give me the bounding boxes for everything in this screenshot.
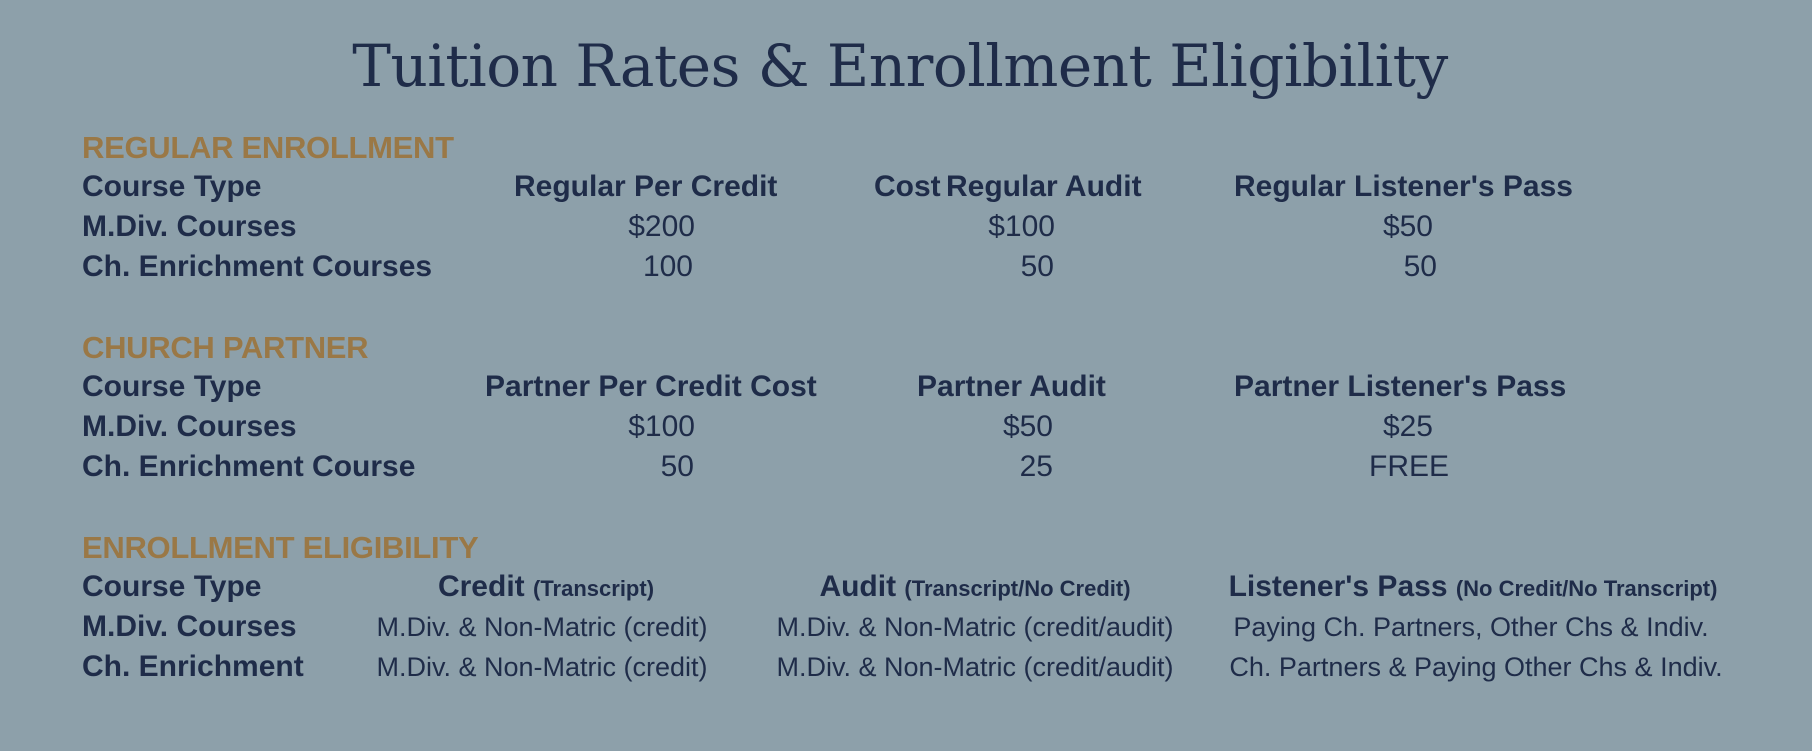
partner-section-heading: CHURCH PARTNER xyxy=(82,330,369,365)
eligibility-header-audit: Audit (Transcript/No Credit) xyxy=(819,570,1130,604)
eligibility-row-label: M.Div. Courses xyxy=(82,610,297,643)
regular-credit-value: 100 xyxy=(642,250,693,283)
eligibility-section-heading: ENROLLMENT ELIGIBILITY xyxy=(82,530,479,565)
regular-audit-value: 50 xyxy=(1020,250,1054,283)
regular-header-listener: Regular Listener's Pass xyxy=(1234,170,1573,203)
regular-row-label: Ch. Enrichment Courses xyxy=(82,250,433,283)
eligibility-header-course-type: Course Type xyxy=(82,570,262,603)
partner-header-audit: Partner Audit xyxy=(917,370,1106,403)
regular-header-per-credit: Regular Per Credit xyxy=(514,170,778,203)
eligibility-credit-value: M.Div. & Non-Matric (credit) xyxy=(376,652,708,682)
eligibility-listener-value: Ch. Partners & Paying Other Chs & Indiv. xyxy=(1229,652,1723,682)
regular-audit-value: $100 xyxy=(988,210,1055,243)
page-title-text: Tuition Rates & Enrollment Eligibility xyxy=(352,32,1448,100)
regular-listener-value: $50 xyxy=(1382,210,1433,243)
partner-listener-value: $25 xyxy=(1382,410,1433,443)
eligibility-header-credit-sub: (Transcript) xyxy=(533,576,655,601)
page-title: Tuition Rates & Enrollment Eligibility xyxy=(0,32,1812,100)
partner-header-per-credit: Partner Per Credit Cost xyxy=(485,370,817,403)
partner-listener-value: FREE xyxy=(1368,450,1450,483)
regular-section-heading: REGULAR ENROLLMENT xyxy=(82,130,454,165)
eligibility-header-audit-sub: (Transcript/No Credit) xyxy=(904,576,1131,601)
partner-row-label: M.Div. Courses xyxy=(82,410,297,443)
regular-header-cost: Cost xyxy=(874,170,941,203)
eligibility-header-listener: Listener's Pass (No Credit/No Transcript… xyxy=(1229,570,1718,604)
eligibility-header-audit-main: Audit xyxy=(819,570,897,603)
partner-audit-value: 25 xyxy=(1019,450,1053,483)
partner-row-label: Ch. Enrichment Course xyxy=(82,450,416,483)
regular-row-label: M.Div. Courses xyxy=(82,210,297,243)
eligibility-header-listener-main: Listener's Pass xyxy=(1228,570,1448,603)
eligibility-row-label: Ch. Enrichment xyxy=(82,650,304,683)
eligibility-header-credit: Credit (Transcript) xyxy=(438,570,654,604)
partner-header-course-type: Course Type xyxy=(82,370,262,403)
partner-audit-value: $50 xyxy=(1002,410,1053,443)
eligibility-credit-value: M.Div. & Non-Matric (credit) xyxy=(376,612,708,642)
partner-credit-value: 50 xyxy=(660,450,694,483)
eligibility-header-credit-main: Credit xyxy=(437,570,525,603)
regular-header-audit: Regular Audit xyxy=(946,170,1142,203)
eligibility-header-listener-sub: (No Credit/No Transcript) xyxy=(1455,576,1718,601)
regular-listener-value: 50 xyxy=(1403,250,1437,283)
eligibility-audit-value: M.Div. & Non-Matric (credit/audit) xyxy=(776,652,1174,682)
partner-header-listener: Partner Listener's Pass xyxy=(1234,370,1567,403)
regular-credit-value: $200 xyxy=(628,210,695,243)
regular-header-course-type: Course Type xyxy=(82,170,262,203)
partner-credit-value: $100 xyxy=(628,410,695,443)
eligibility-listener-value: Paying Ch. Partners, Other Chs & Indiv. xyxy=(1233,612,1709,642)
eligibility-audit-value: M.Div. & Non-Matric (credit/audit) xyxy=(776,612,1174,642)
